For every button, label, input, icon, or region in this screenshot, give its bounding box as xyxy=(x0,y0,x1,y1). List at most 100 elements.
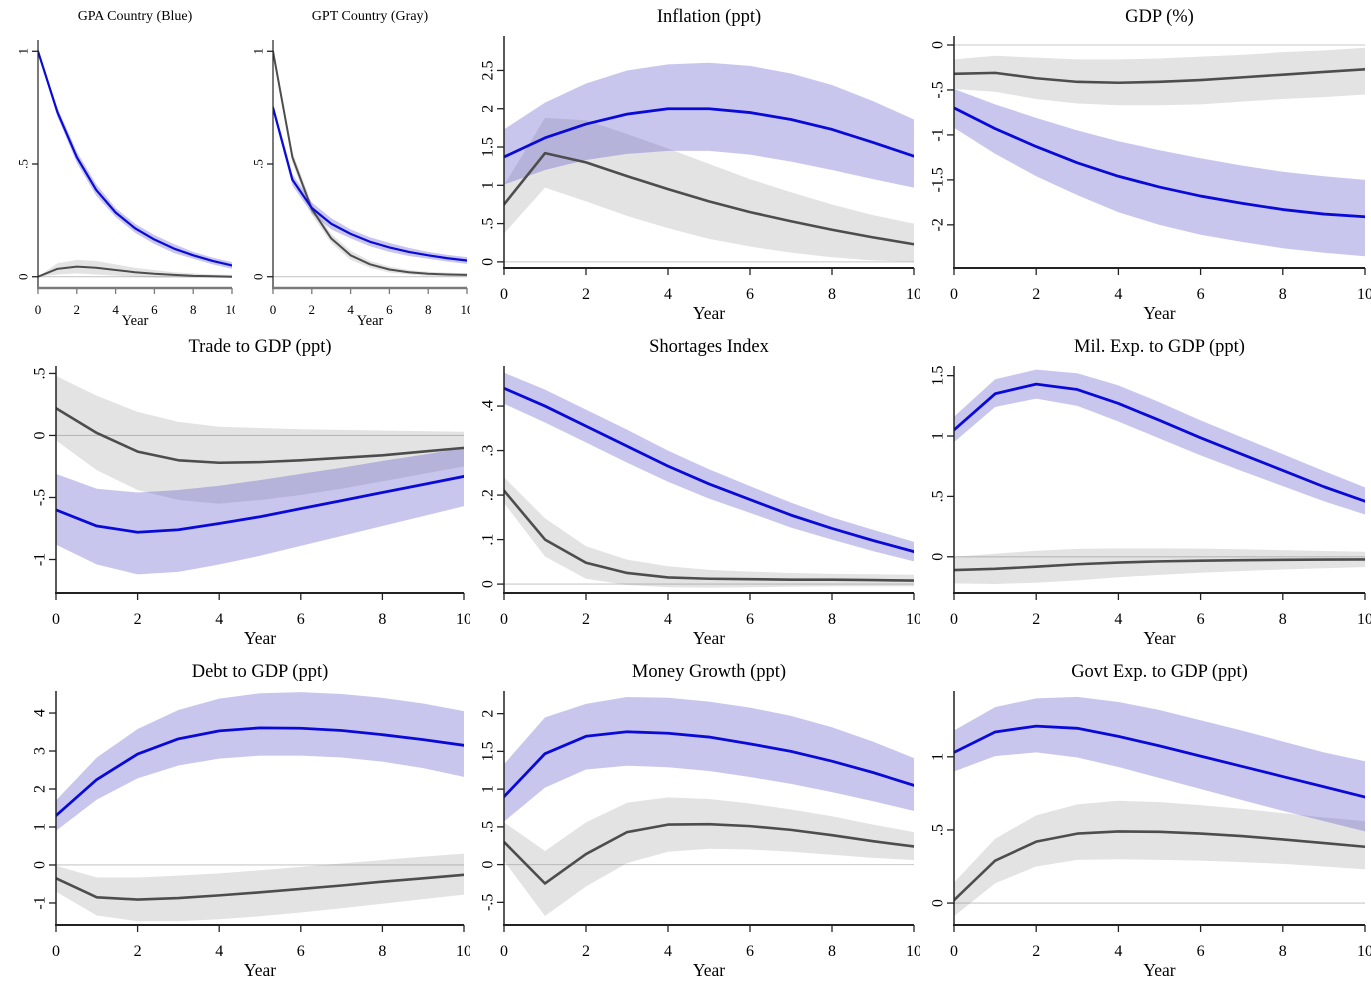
x-tick-label: 2 xyxy=(74,302,81,317)
x-axis-title: Year xyxy=(693,628,725,648)
y-tick-label: -.5 xyxy=(480,894,497,911)
y-tick-label: 1 xyxy=(480,785,497,793)
gray-confidence-band xyxy=(56,375,464,504)
blue-confidence-band xyxy=(504,697,914,822)
x-axis-title: Year xyxy=(693,303,725,323)
x-axis-title: Year xyxy=(122,313,149,329)
y-tick-label: 1 xyxy=(930,432,947,440)
plot-area xyxy=(954,47,1365,257)
plot-area xyxy=(504,372,914,588)
x-tick-label: 2 xyxy=(1032,943,1040,960)
x-tick-label: 2 xyxy=(134,611,142,628)
y-tick-label: 1.5 xyxy=(480,137,497,157)
y-tick-label: 2.5 xyxy=(480,60,497,80)
y-tick-label: .5 xyxy=(251,159,266,169)
chart-svg: Trade to GDP (ppt) .5 0 -.5 -1 0 2 4 6 8 10 Year xyxy=(32,337,470,648)
x-tick-label: 0 xyxy=(500,286,508,303)
x-tick-label: 0 xyxy=(950,943,958,960)
x-tick-label: 8 xyxy=(1279,611,1287,628)
x-tick-label: 8 xyxy=(378,611,386,628)
chart-debt-to-gdp: Debt to GDP (ppt) -1 0 1 2 3 4 0 2 4 6 8 10 Year xyxy=(0,655,470,987)
x-tick-label: 4 xyxy=(112,302,119,317)
x-tick-label: 8 xyxy=(828,611,836,628)
gray-confidence-band xyxy=(273,51,467,277)
chart-title: GDP (%) xyxy=(1125,7,1194,27)
gray-impulse-line xyxy=(954,67,1365,85)
chart-inflation: Inflation (ppt) 0 .5 1 1.5 2 2.5 0 2 4 6 8 10 Year xyxy=(470,0,920,330)
blue-confidence-band xyxy=(954,369,1365,515)
y-tick-label: 1 xyxy=(16,48,31,55)
x-tick-label: 0 xyxy=(500,611,508,628)
x-axis-title: Year xyxy=(693,960,725,980)
y-tick-label: 4 xyxy=(32,709,49,717)
x-tick-label: 10 xyxy=(906,286,920,303)
blue-impulse-line xyxy=(954,382,1365,503)
x-axis-title: Year xyxy=(1143,960,1175,980)
x-tick-label: 4 xyxy=(347,302,354,317)
gray-impulse-line xyxy=(504,151,914,246)
blue-impulse-line xyxy=(56,474,464,534)
chart-title: Money Growth (ppt) xyxy=(632,662,786,682)
x-tick-label: 10 xyxy=(1357,943,1371,960)
x-tick-label: 2 xyxy=(582,286,590,303)
blue-confidence-band xyxy=(954,696,1365,832)
chart-govt-exp-to-gdp: Govt Exp. to GDP (ppt) 0.5 1 0 2 4 6 8 10 Year xyxy=(920,655,1371,987)
chart-title: Debt to GDP (ppt) xyxy=(192,662,329,682)
x-tick-label: 0 xyxy=(270,302,277,317)
y-tick-label: -.5 xyxy=(930,81,947,98)
x-tick-label: 0 xyxy=(950,611,958,628)
y-tick-label: 0 xyxy=(930,41,947,49)
x-tick-label: 10 xyxy=(456,611,470,628)
x-tick-label: 10 xyxy=(456,943,470,960)
y-tick-label: 1 xyxy=(32,823,49,831)
plot-area xyxy=(56,375,464,575)
blue-confidence-band xyxy=(954,89,1365,257)
y-tick-label: 3 xyxy=(32,747,49,755)
x-tick-label: 8 xyxy=(828,943,836,960)
chart-svg: GDP (%) 0 -.5 -1 -1.5 -2 0 2 4 6 8 10 Year xyxy=(930,7,1371,323)
x-tick-label: 0 xyxy=(52,943,60,960)
gray-confidence-band xyxy=(954,800,1365,917)
x-tick-label: 8 xyxy=(1279,286,1287,303)
y-tick-label: 1 xyxy=(480,181,497,189)
x-tick-label: 6 xyxy=(297,943,305,960)
x-tick-label: 4 xyxy=(1114,611,1122,628)
y-tick-label: 0 xyxy=(32,431,49,439)
x-axis-title: Year xyxy=(244,628,276,648)
chart-title: GPA Country (Blue) xyxy=(78,9,193,24)
x-tick-label: 4 xyxy=(1114,286,1122,303)
gray-confidence-band xyxy=(504,797,914,916)
gray-impulse-line xyxy=(38,265,232,278)
plot-area xyxy=(504,62,914,262)
chart-money-growth: Money Growth (ppt) -.5 0 .5 1 1.5 2 0 2 4 6 8 10 Year xyxy=(470,655,920,987)
y-tick-label: -1 xyxy=(32,896,49,909)
x-tick-label: 6 xyxy=(1197,943,1205,960)
blue-confidence-band xyxy=(38,51,232,269)
chart-svg: Inflation (ppt) 0 .5 1 1.5 2 2.5 0 2 4 6 8 10 Year xyxy=(480,7,920,323)
blue-impulse-line xyxy=(954,724,1365,799)
x-tick-label: 4 xyxy=(664,286,672,303)
x-tick-label: 2 xyxy=(309,302,316,317)
x-tick-label: 4 xyxy=(1114,943,1122,960)
blue-impulse-line xyxy=(273,106,467,262)
y-tick-label: 0 xyxy=(480,258,497,266)
chart-shortages-index: Shortages Index 0 .1 .2 .3 .4 0 2 4 6 8 10 Year xyxy=(470,330,920,655)
gray-confidence-band xyxy=(56,853,464,922)
x-tick-label: 8 xyxy=(425,302,432,317)
chart-svg: Debt to GDP (ppt) -1 0 1 2 3 4 0 2 4 6 8 10 Year xyxy=(32,662,470,980)
chart-title: Govt Exp. to GDP (ppt) xyxy=(1071,662,1248,682)
x-tick-label: 0 xyxy=(52,611,60,628)
blue-confidence-band xyxy=(504,62,914,188)
blue-impulse-line xyxy=(504,730,914,799)
chart-title: GPT Country (Gray) xyxy=(312,9,429,24)
y-tick-label: .5 xyxy=(480,821,497,833)
y-tick-label: .5 xyxy=(930,824,947,836)
x-tick-label: 8 xyxy=(190,302,197,317)
plot-area xyxy=(504,697,914,916)
x-tick-label: 4 xyxy=(215,611,223,628)
chart-title: Trade to GDP (ppt) xyxy=(188,337,331,357)
chart-title: Mil. Exp. to GDP (ppt) xyxy=(1074,337,1245,357)
